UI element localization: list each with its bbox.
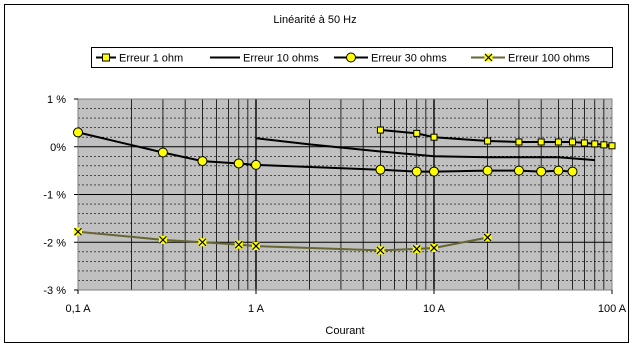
series-10ohms	[255, 137, 595, 162]
x-axis-ticks: 0,1 A 1 A 10 A 100 A	[65, 290, 627, 315]
data-point-x-100ohms	[159, 235, 167, 244]
data-point-x-100ohms	[252, 242, 260, 250]
data-point-30ohms	[567, 166, 578, 177]
series-line-10ohms	[255, 137, 595, 162]
data-point-100ohms	[376, 246, 385, 255]
data-point-100ohms	[430, 243, 438, 252]
y-tick-label: -3 %	[43, 285, 66, 297]
data-point-x-100ohms	[376, 246, 385, 255]
data-point-30ohms	[157, 147, 168, 158]
data-point-1ohm	[484, 137, 492, 145]
legend: Erreur 1 ohm Erreur 10 ohms Erreur 30 oh…	[91, 47, 613, 68]
y-tick-label: 0%	[50, 142, 66, 154]
x-tick-label: 10 A	[423, 303, 446, 315]
x-tick-label: 100 A	[598, 303, 627, 315]
data-point-1ohm	[580, 139, 588, 147]
data-point-x-100ohms	[483, 233, 492, 242]
legend-entry-1ohm: Erreur 1 ohm	[96, 53, 183, 65]
x-axis-label: Courant	[325, 325, 364, 337]
data-point-1ohm	[608, 142, 616, 150]
series-1ohm	[376, 126, 616, 150]
data-point-1ohm	[413, 129, 421, 137]
data-point-1ohm	[554, 138, 562, 146]
data-point-x-100ohms	[198, 238, 207, 247]
data-point-30ohms	[73, 127, 83, 138]
y-tick-label: -2 %	[43, 237, 66, 249]
chart-title: Linéarité à 50 Hz	[273, 14, 356, 26]
data-point-30ohms	[375, 164, 386, 175]
legend-label-1ohm: Erreur 1 ohm	[119, 53, 183, 65]
data-point-x-100ohms	[74, 227, 82, 236]
data-point-30ohms	[513, 165, 524, 176]
data-point-x-100ohms	[430, 244, 438, 252]
data-point-1ohm	[569, 138, 577, 146]
y-tick-label: 1 %	[47, 94, 66, 106]
grid-major	[78, 98, 612, 290]
series-30ohms	[73, 127, 578, 177]
legend-marker-1ohm	[102, 53, 110, 62]
series-100ohms	[74, 227, 492, 255]
legend-entry-30ohms: Erreur 30 ohms	[334, 52, 447, 65]
data-point-30ohms	[233, 158, 244, 169]
legend-marker-30ohms	[346, 52, 356, 63]
data-point-30ohms	[411, 166, 422, 177]
legend-label-30ohms: Erreur 30 ohms	[371, 53, 447, 65]
y-axis-ticks: 1 % 0% -1 % -2 % -3 %	[43, 94, 78, 297]
data-point-1ohm	[600, 141, 608, 149]
legend-label-100ohms: Erreur 100 ohms	[508, 53, 590, 65]
data-point-100ohms	[412, 244, 421, 253]
data-point-30ohms	[429, 166, 439, 177]
data-point-100ohms	[198, 238, 207, 247]
legend-label-10ohms: Erreur 10 ohms	[243, 53, 319, 65]
data-point-1ohm	[515, 138, 523, 146]
data-point-1ohm	[537, 138, 545, 146]
data-point-30ohms	[536, 166, 547, 177]
data-point-100ohms	[234, 240, 243, 249]
data-point-100ohms	[252, 242, 260, 251]
data-point-1ohm	[430, 133, 438, 141]
series-layer	[73, 126, 616, 255]
data-point-1ohm	[376, 126, 384, 134]
data-point-100ohms	[74, 227, 82, 236]
data-point-30ohms	[482, 165, 493, 176]
legend-entry-10ohms: Erreur 10 ohms	[210, 53, 319, 65]
y-tick-label: -1 %	[43, 190, 66, 202]
data-point-x-100ohms	[234, 240, 243, 249]
data-point-100ohms	[158, 235, 167, 244]
data-point-1ohm	[591, 140, 599, 148]
data-point-x-100ohms	[412, 245, 421, 253]
x-tick-label: 0,1 A	[65, 303, 91, 315]
data-point-100ohms	[483, 233, 492, 242]
data-point-30ohms	[553, 165, 564, 176]
data-point-30ohms	[197, 156, 208, 167]
data-point-30ohms	[251, 159, 261, 170]
grid-minor	[78, 108, 612, 281]
x-tick-label: 1 A	[248, 303, 265, 315]
legend-entry-100ohms: Erreur 100 ohms	[471, 53, 590, 65]
legend-marker-100ohms	[484, 53, 493, 62]
